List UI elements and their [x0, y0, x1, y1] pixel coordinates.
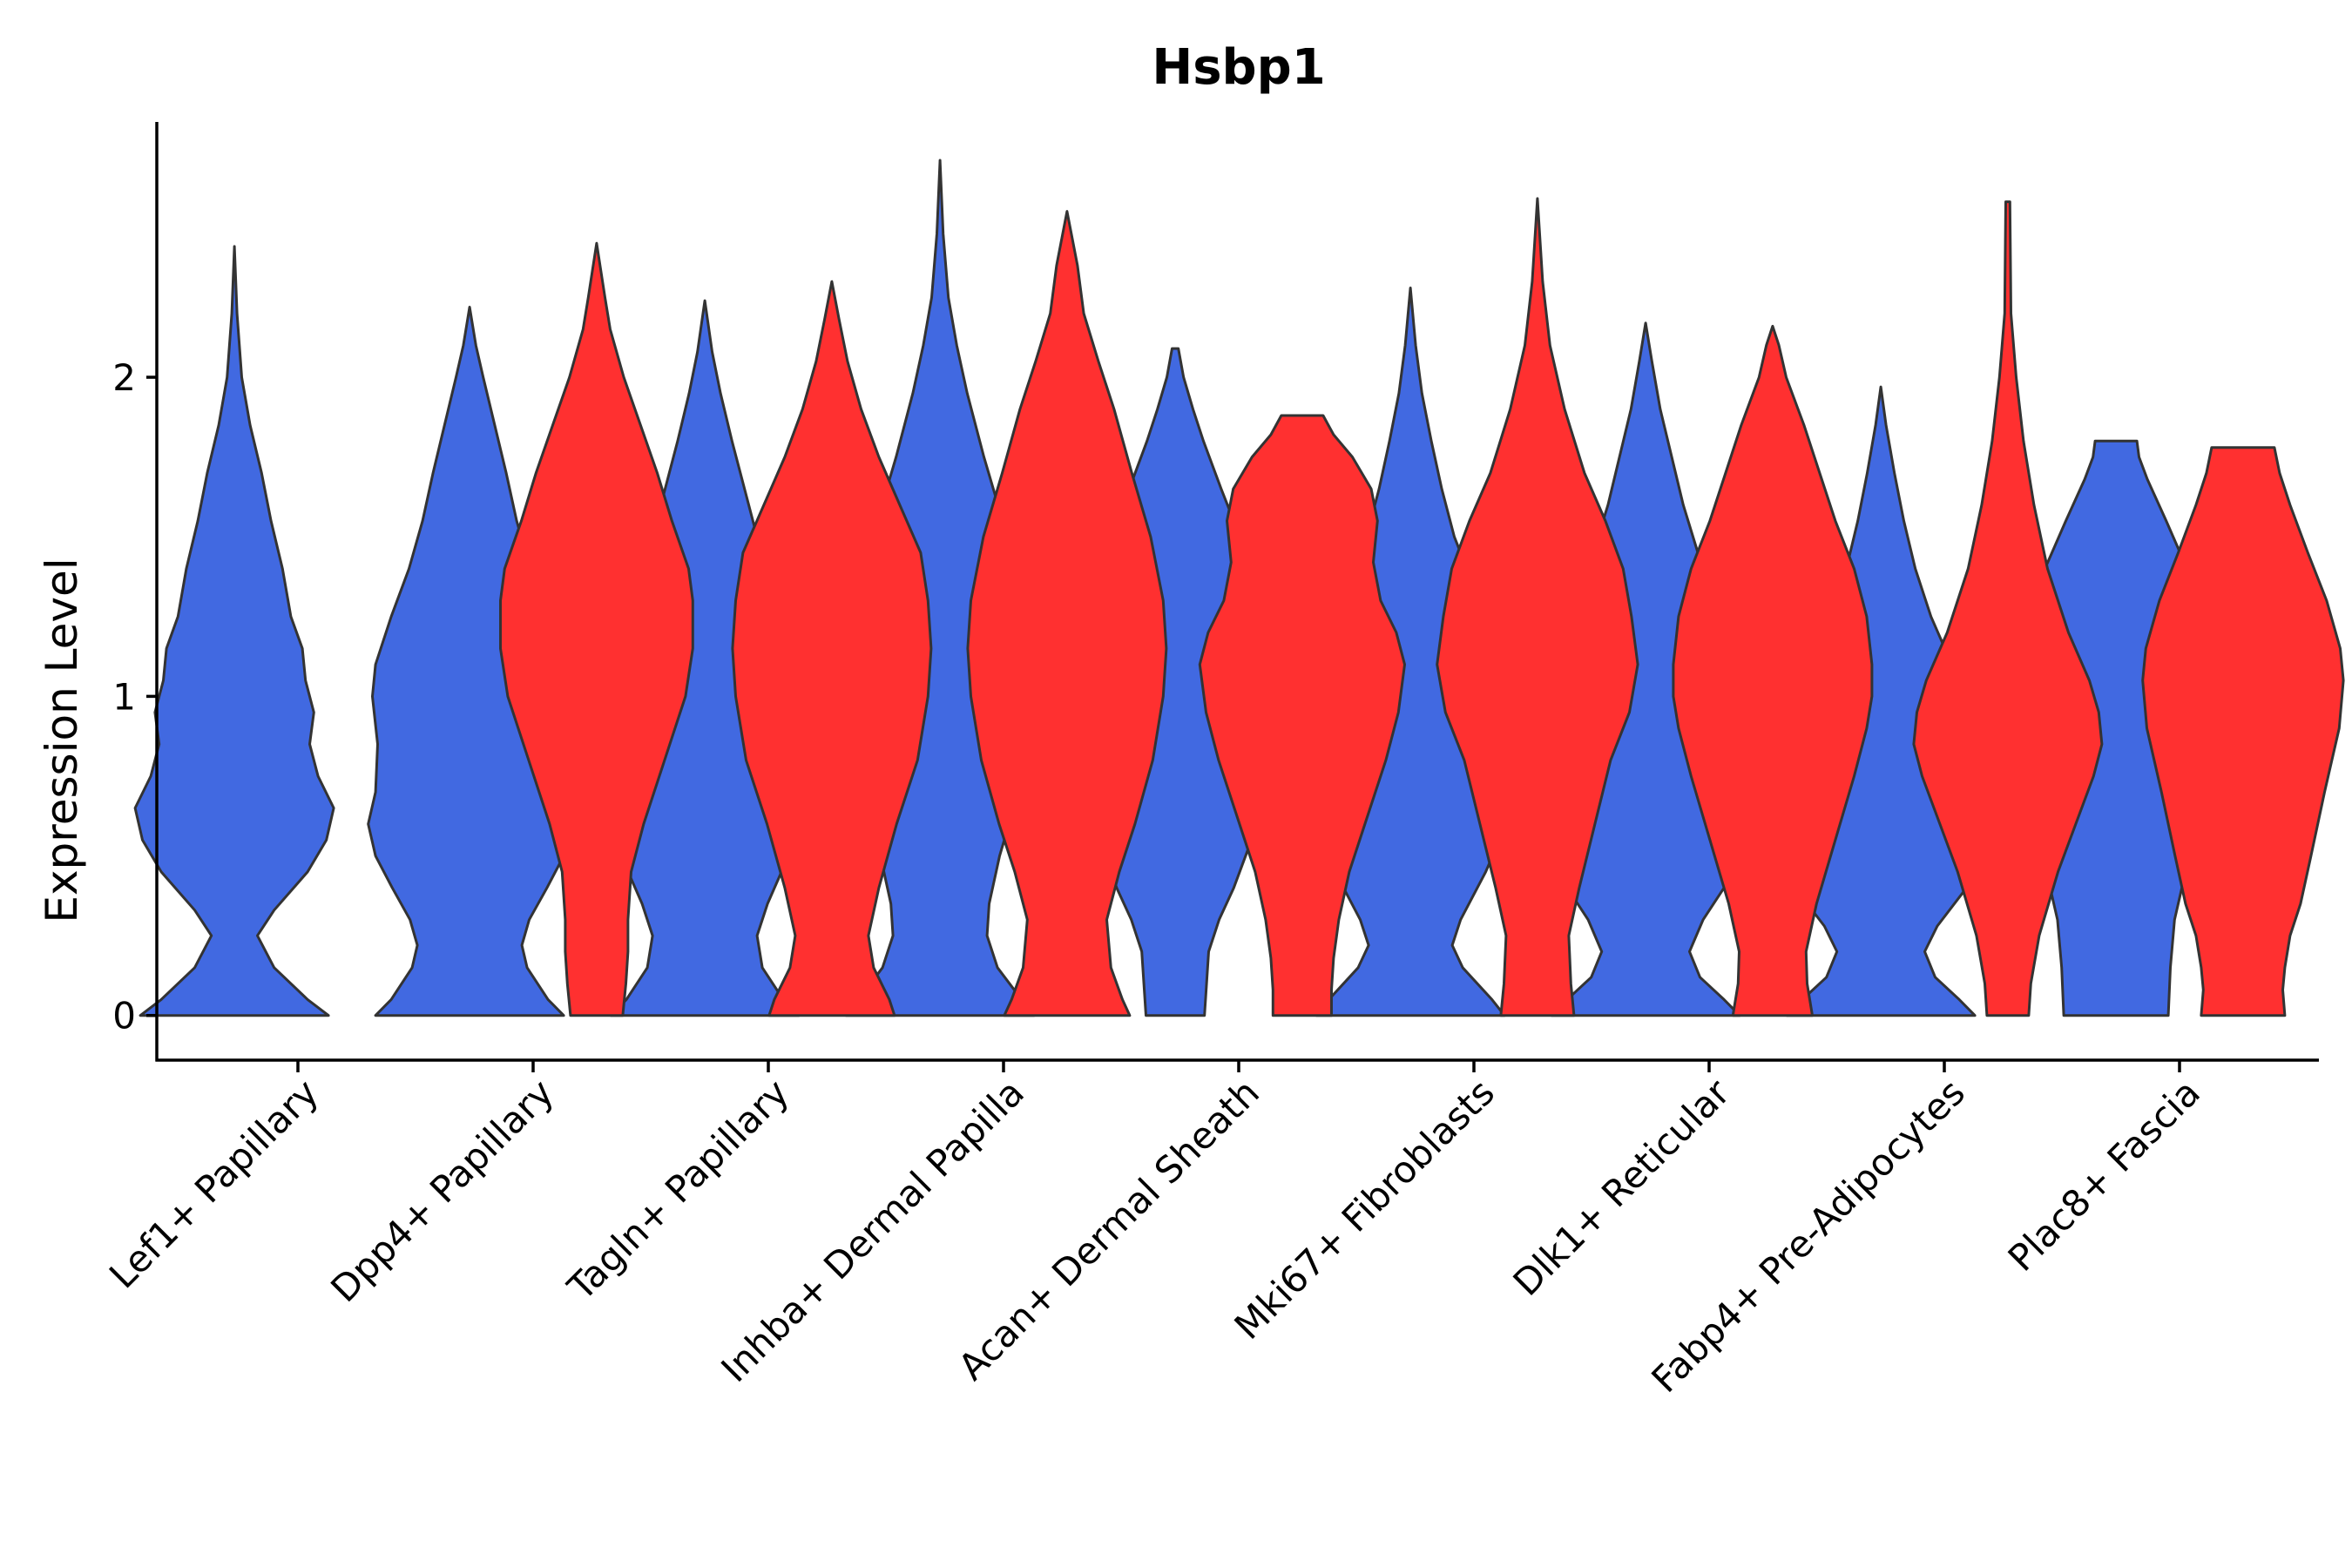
- violin-group-2-inhba-dermal-papilla: [966, 210, 1168, 1017]
- violin-group-2-dpp4-papillary: [499, 241, 694, 1017]
- violin-group-2-fabp4-pre-adipocytes: [1912, 200, 2104, 1017]
- violin-group-2-acan-dermal-sheath: [1198, 414, 1406, 1017]
- x-tick-label-lef1-papillary: Lef1+ Papillary: [101, 1071, 327, 1296]
- violin-group-2-tagln-papillary: [731, 280, 933, 1017]
- violins-layer: [133, 159, 2345, 1017]
- x-tick-label-tagln-papillary: Tagln+ Papillary: [559, 1071, 797, 1308]
- x-tick-label-dlk1-reticular: Dlk1+ Reticular: [1505, 1071, 1739, 1304]
- chart-title: Hsbp1: [1152, 39, 1325, 96]
- violin-group-2-dlk1-reticular: [1672, 324, 1874, 1017]
- violin-group-2-plac8-fascia: [2141, 446, 2345, 1017]
- y-tick-label: 2: [112, 356, 136, 399]
- violin-group-2-mki67-fibroblasts: [1436, 197, 1639, 1017]
- x-tick-label-dpp4-papillary: Dpp4+ Papillary: [322, 1071, 562, 1310]
- y-tick-label: 0: [112, 995, 136, 1037]
- y-axis-label: Expression Level: [37, 558, 87, 923]
- violin-group-1-lef1-papillary: [133, 245, 335, 1017]
- violin-group-1-dpp4-papillary: [367, 306, 572, 1017]
- y-tick-label: 1: [112, 675, 136, 718]
- x-tick-label-mki67-fibroblasts: Mki67+ Fibroblasts: [1227, 1071, 1503, 1347]
- x-tick-label-plac8-fascia: Plac8+ Fascia: [2000, 1071, 2208, 1279]
